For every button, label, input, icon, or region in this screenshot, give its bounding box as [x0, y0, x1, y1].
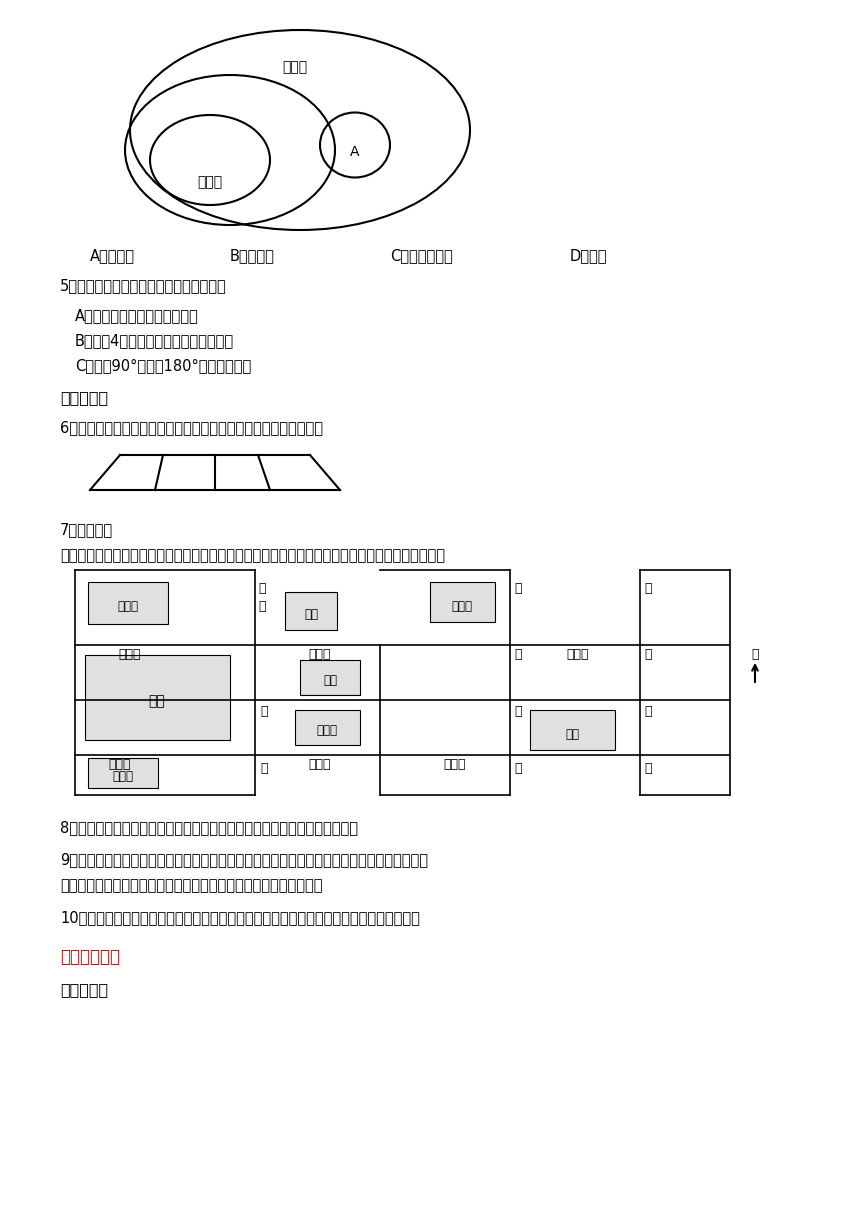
Text: 东: 东	[261, 705, 267, 717]
Text: C．平行四边形: C．平行四边形	[390, 248, 452, 263]
Text: 街: 街	[644, 762, 652, 775]
Text: 柳树路: 柳树路	[567, 648, 589, 662]
Text: 长方形: 长方形	[198, 175, 223, 188]
Text: 8．（　　　　）的梯形叫做等腰梯形。（　　　　）的梯形叫做直角梯形。: 8．（ ）的梯形叫做等腰梯形。（ ）的梯形叫做直角梯形。	[60, 820, 358, 835]
Text: 9．从平行四边形一条边上的一点向对边引一条（　　　　），这点和（　　　　）之间的线段: 9．从平行四边形一条边上的一点向对边引一条（ ），这点和（ ）之间的线段	[60, 852, 428, 867]
Text: 公　园: 公 园	[119, 648, 141, 662]
Text: A: A	[350, 145, 359, 159]
Text: 图书馆: 图书馆	[113, 771, 133, 783]
Bar	[300, 660, 360, 696]
Text: A．三角形: A．三角形	[90, 248, 135, 263]
Text: 平: 平	[514, 648, 522, 662]
Text: 商店: 商店	[323, 675, 337, 687]
Text: 大: 大	[644, 705, 652, 717]
Text: 大: 大	[514, 705, 522, 717]
Text: 公: 公	[258, 582, 266, 595]
Text: 前　街: 前 街	[309, 758, 331, 771]
Text: 四边形: 四边形	[282, 60, 308, 74]
Text: 【能力提升】: 【能力提升】	[60, 948, 120, 966]
Text: 5．下列叙述中，不正确的是（　　　）。: 5．下列叙述中，不正确的是（ ）。	[60, 278, 227, 293]
Text: 加油站: 加油站	[452, 599, 472, 613]
Text: 公　园: 公 园	[108, 758, 132, 771]
Text: 民: 民	[644, 582, 652, 595]
Bar	[430, 582, 495, 623]
Text: 路: 路	[261, 762, 267, 775]
Text: 医院: 医院	[565, 727, 579, 741]
Bar	[295, 710, 360, 745]
Text: 北: 北	[752, 648, 759, 662]
Text: 公园: 公园	[149, 694, 165, 708]
Text: 小清家: 小清家	[316, 725, 337, 737]
Text: 主: 主	[644, 648, 652, 662]
Text: 园: 园	[258, 599, 266, 613]
Bar	[285, 592, 337, 630]
Text: D．梯形: D．梯形	[570, 248, 607, 263]
Text: （　　　　）和（　　　　）是互相平行的街道。（　　　　）和（　　　　）是互相垂直的街道。: （ ）和（ ）是互相平行的街道。（ ）和（ ）是互相垂直的街道。	[60, 548, 445, 563]
Text: 园后街: 园后街	[309, 648, 331, 662]
Bar	[88, 582, 168, 624]
Text: 饭店: 饭店	[304, 608, 318, 621]
Bar	[530, 710, 615, 750]
Text: 叫做平行四边形的高，（　　　　）所在的边叫做平行四边形的底。: 叫做平行四边形的高，（ ）所在的边叫做平行四边形的底。	[60, 878, 322, 893]
Text: 7．下图中：: 7．下图中：	[60, 522, 114, 537]
Text: A．平行四边形是特殊的梯形。: A．平行四边形是特殊的梯形。	[75, 308, 199, 323]
Text: B．正方形: B．正方形	[230, 248, 275, 263]
Text: 三、作图题: 三、作图题	[60, 983, 108, 997]
Text: 和: 和	[514, 582, 522, 595]
Bar	[88, 758, 158, 788]
Text: 东风路: 东风路	[444, 758, 466, 771]
Text: 街: 街	[514, 762, 522, 775]
Text: 6．如图中一共有（　　　　）梯形，（　　　　）个平行四边形。: 6．如图中一共有（ ）梯形，（ ）个平行四边形。	[60, 420, 323, 435]
Text: 10．平行四边形的（　　　　　）组对边分别平行；两条平行线之间的距离（　　　　）。: 10．平行四边形的（ ）组对边分别平行；两条平行线之间的距离（ ）。	[60, 910, 420, 925]
Bar	[85, 655, 230, 741]
Text: 二、填空题: 二、填空题	[60, 390, 108, 405]
Text: B．已知4小时走的路程，可以求速度。: B．已知4小时走的路程，可以求速度。	[75, 333, 234, 348]
Text: 健身园: 健身园	[118, 601, 138, 614]
Text: C．大于90°，小于180°的角叫钝角。: C．大于90°，小于180°的角叫钝角。	[75, 358, 251, 373]
